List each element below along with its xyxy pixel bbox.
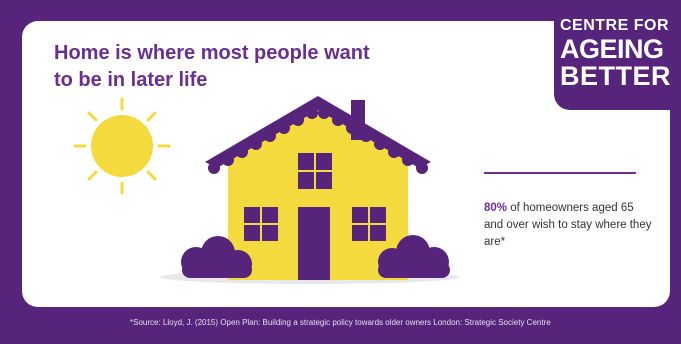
brand-line-3: BETTER [560,61,671,91]
brand-logo: CENTRE FOR AGEING BETTER [560,18,676,90]
headline: Home is where most people want to be in … [54,42,370,91]
front-door [298,207,330,280]
attic-window [298,153,332,189]
left-window [244,207,278,241]
statistic: 80% of homeowners aged 65 and over wish … [484,200,654,251]
brand-line-1: CENTRE FOR [560,17,669,34]
source-note: *Source: Lloyd, J. (2015) Open Plan: Bui… [130,318,551,327]
stat-text: of homeowners aged 65 and over wish to s… [484,202,652,248]
stat-value: 80% [484,202,508,214]
house-icon [205,96,431,280]
brand-line-2: AGEING [560,34,664,64]
bush-icon [378,235,450,278]
right-window [352,207,386,241]
sun-icon [73,97,171,195]
divider-rule [484,172,636,174]
brand-tab [554,0,681,110]
bush-icon [181,236,252,278]
